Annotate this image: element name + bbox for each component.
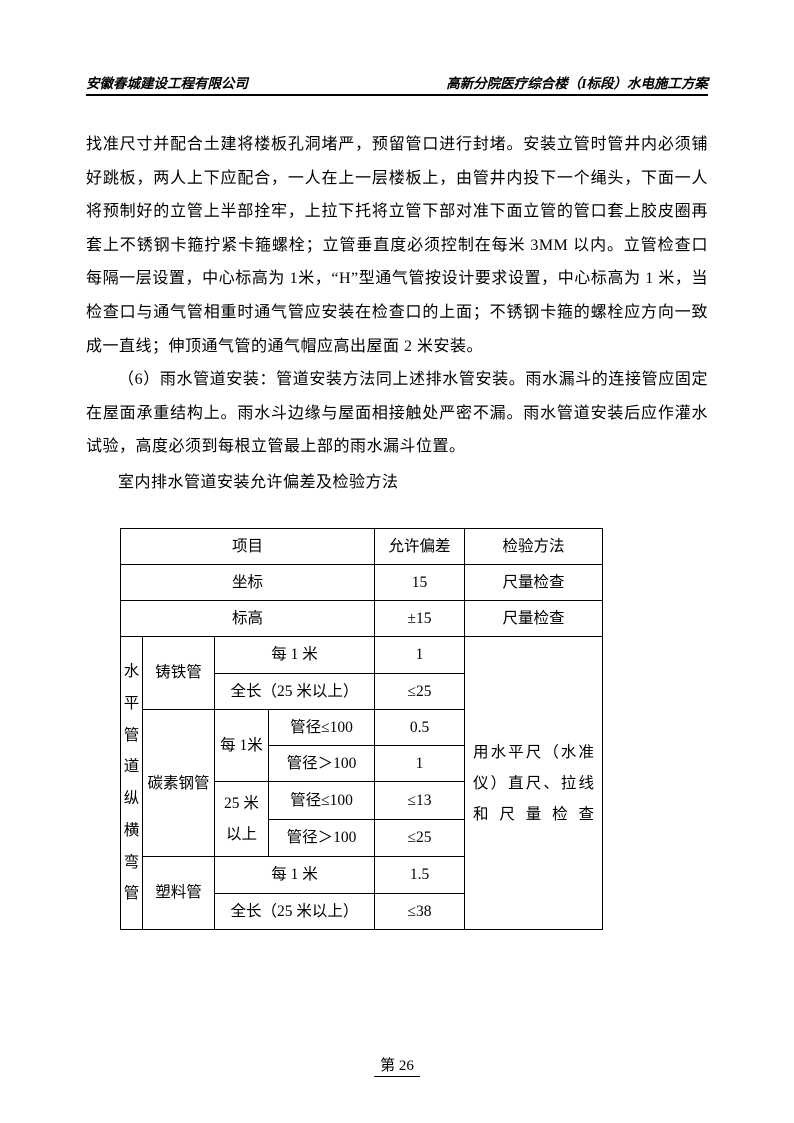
cell-len: 全长（25 米以上） xyxy=(215,893,375,929)
th-item: 项目 xyxy=(121,528,375,564)
cell-len: 全长（25 米以上） xyxy=(215,673,375,709)
table-row: 标高 ±15 尺量检查 xyxy=(121,601,603,637)
cell-len: 每 1米 xyxy=(215,709,269,782)
cell-dev: ≤25 xyxy=(375,673,465,709)
cell-item: 标高 xyxy=(121,601,375,637)
deviation-table: 项目 允许偏差 检验方法 坐标 15 尺量检查 标高 ±15 尺量检查 水平管道… xyxy=(120,528,603,930)
cell-dev: ≤38 xyxy=(375,893,465,929)
cell-diam: 管径＞100 xyxy=(269,819,375,857)
cell-dev: ±15 xyxy=(375,601,465,637)
paragraph-2: （6）雨水管道安装：管道安装方法同上述排水管安装。雨水漏斗的连接管应固定在屋面承… xyxy=(86,363,708,464)
cell-dev: 1.5 xyxy=(375,857,465,893)
page-footer: 第 26 xyxy=(0,1054,794,1077)
footer-label: 第 xyxy=(380,1058,395,1074)
cell-diam: 管径≤100 xyxy=(269,782,375,820)
table-row: 坐标 15 尺量检查 xyxy=(121,564,603,600)
cell-diam: 管径＞100 xyxy=(269,746,375,782)
cell-method-large: 用水平尺（水准仪）直尺、拉线和尺量检查 xyxy=(465,637,603,930)
header-right: 高新分院医疗综合楼（I标段）水电施工方案 xyxy=(446,72,708,92)
cell-len: 25 米以上 xyxy=(215,782,269,857)
cell-dev: ≤13 xyxy=(375,782,465,820)
cell-pipe-type: 塑料管 xyxy=(143,857,215,930)
th-deviation: 允许偏差 xyxy=(375,528,465,564)
cell-len: 每 1 米 xyxy=(215,857,375,893)
cell-len: 每 1 米 xyxy=(215,637,375,673)
table-row: 项目 允许偏差 检验方法 xyxy=(121,528,603,564)
cell-method: 尺量检查 xyxy=(465,601,603,637)
cell-pipe-type: 铸铁管 xyxy=(143,637,215,710)
body-text: 找准尺寸并配合土建将楼板孔洞堵严，预留管口进行封堵。安装立管时管井内必须铺好跳板… xyxy=(86,128,708,500)
table-subtitle: 室内排水管道安装允许偏差及检验方法 xyxy=(86,466,708,500)
cell-pipe-type: 碳素钢管 xyxy=(143,709,215,857)
cell-dev: 15 xyxy=(375,564,465,600)
cell-dev: ≤25 xyxy=(375,819,465,857)
cell-diam: 管径≤100 xyxy=(269,709,375,745)
cell-dev: 1 xyxy=(375,637,465,673)
paragraph-1: 找准尺寸并配合土建将楼板孔洞堵严，预留管口进行封堵。安装立管时管井内必须铺好跳板… xyxy=(86,128,708,363)
cell-dev: 0.5 xyxy=(375,709,465,745)
header-left: 安徽春城建设工程有限公司 xyxy=(86,72,248,92)
cell-dev: 1 xyxy=(375,746,465,782)
footer-page-number: 26 xyxy=(399,1058,414,1074)
table-row: 水平管道纵横弯管 铸铁管 每 1 米 1 用水平尺（水准仪）直尺、拉线和尺量检查 xyxy=(121,637,603,673)
cell-item: 坐标 xyxy=(121,564,375,600)
page-header: 安徽春城建设工程有限公司 高新分院医疗综合楼（I标段）水电施工方案 xyxy=(86,72,708,96)
th-method: 检验方法 xyxy=(465,528,603,564)
cell-vertical-label: 水平管道纵横弯管 xyxy=(121,637,143,930)
cell-method: 尺量检查 xyxy=(465,564,603,600)
